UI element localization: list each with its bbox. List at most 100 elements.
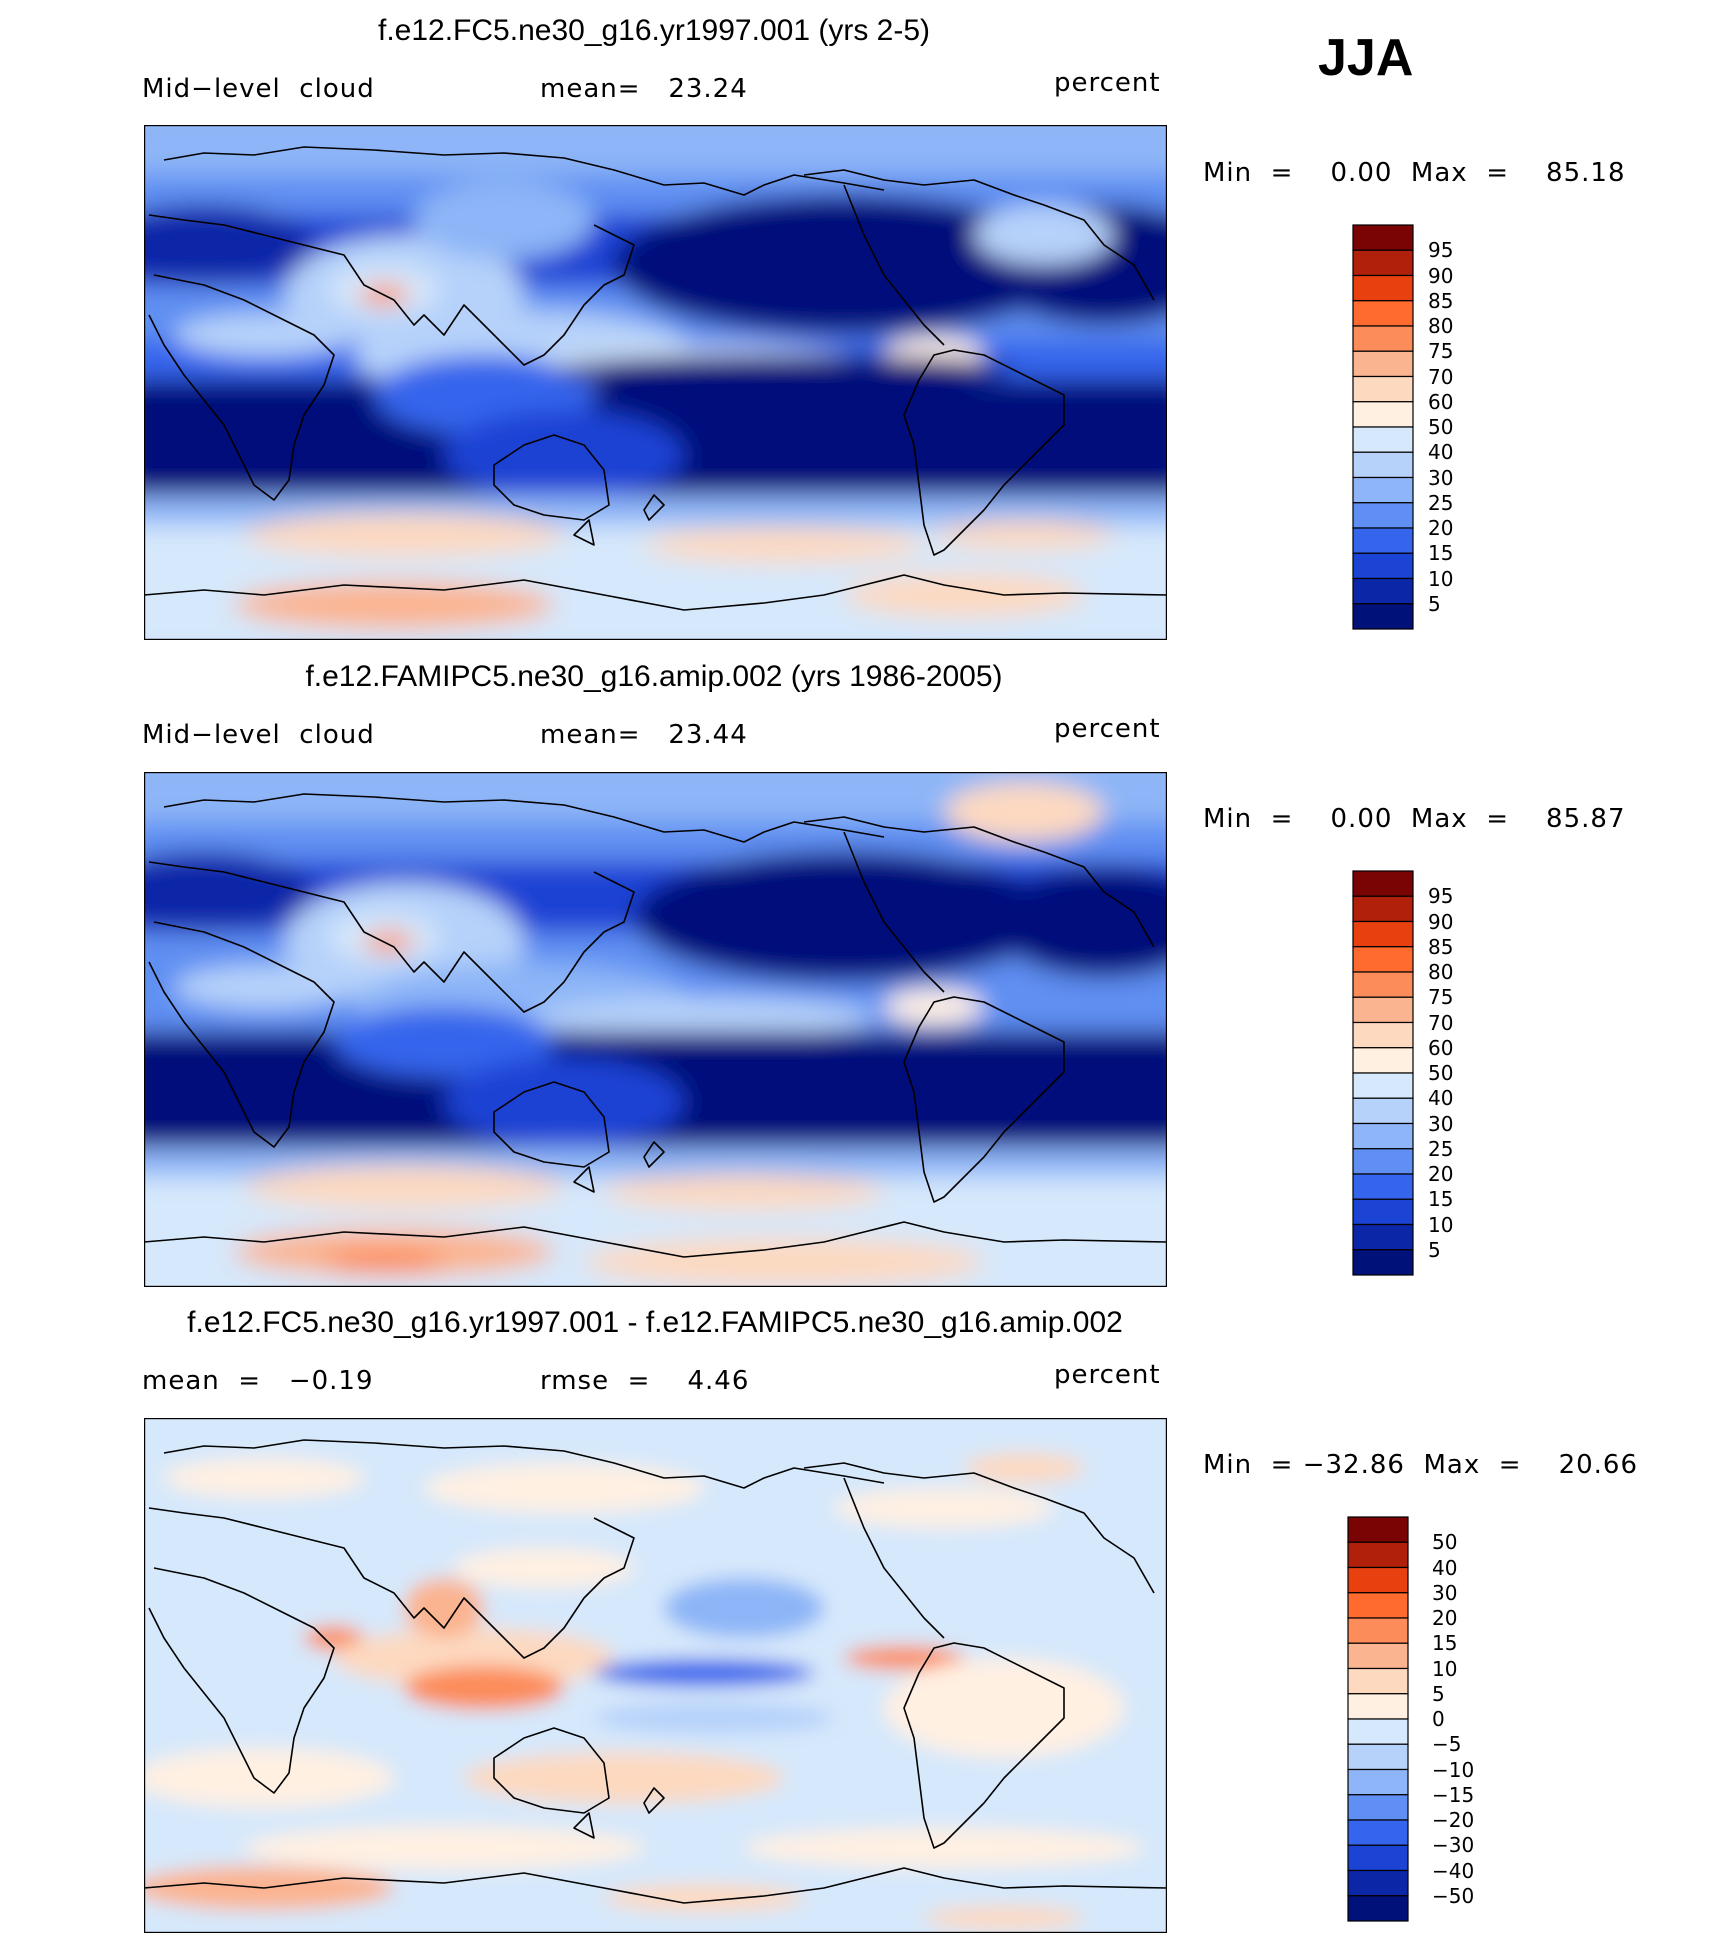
panel-1-units-label: percent	[1054, 68, 1161, 98]
colorbar-swatch	[1352, 1047, 1414, 1074]
colorbar-tick-label: 5	[1428, 1237, 1441, 1262]
colorbar-swatch	[1352, 350, 1414, 378]
panel-2-units-label: percent	[1054, 714, 1161, 744]
colorbar-swatch	[1352, 426, 1414, 453]
panel-3-units-label: percent	[1054, 1360, 1161, 1390]
colorbar-swatch	[1352, 1198, 1414, 1226]
colorbar-tick-label: 95	[1428, 884, 1454, 909]
colorbar-tick-label: 15	[1432, 1631, 1458, 1656]
colorbar-tick-label: 70	[1428, 1010, 1454, 1035]
colorbar-tick-label: −50	[1432, 1883, 1475, 1908]
panel-2-minmax: Min = 0.00 Max = 85.87	[1203, 804, 1626, 834]
colorbar-swatch	[1347, 1768, 1409, 1796]
colorbar-tick-label: 20	[1428, 1162, 1454, 1186]
colorbar-swatch	[1352, 224, 1414, 251]
colorbar-swatch	[1347, 1592, 1409, 1619]
colorbar-tick-label: 0	[1432, 1707, 1445, 1731]
panel-2-map	[144, 772, 1167, 1287]
colorbar-swatch	[1352, 476, 1414, 504]
colorbar-tick-label: 25	[1428, 1136, 1454, 1161]
colorbar-swatch	[1352, 401, 1414, 428]
panel-3-map	[144, 1418, 1167, 1933]
colorbar-swatch	[1352, 274, 1414, 302]
colorbar-tick-label: 75	[1428, 339, 1454, 364]
colorbar-swatch	[1347, 1693, 1409, 1720]
panel-3-title: f.e12.FC5.ne30_g16.yr1997.001 - f.e12.FA…	[187, 1306, 1123, 1339]
colorbar-tick-label: 80	[1428, 960, 1454, 984]
panel-1-colorbar	[1352, 224, 1414, 630]
colorbar-swatch	[1352, 577, 1414, 605]
colorbar-tick-label: 10	[1428, 566, 1454, 591]
colorbar-swatch	[1352, 1173, 1414, 1200]
colorbar-swatch	[1347, 1819, 1409, 1846]
colorbar-tick-label: 50	[1432, 1530, 1458, 1555]
panel-1-minmax: Min = 0.00 Max = 85.18	[1203, 158, 1626, 188]
colorbar-tick-label: −15	[1432, 1782, 1475, 1807]
colorbar-tick-label: 85	[1428, 288, 1454, 313]
colorbar-tick-label: 80	[1428, 314, 1454, 338]
colorbar-tick-label: −40	[1432, 1858, 1475, 1883]
colorbar-tick-label: −20	[1432, 1808, 1475, 1832]
colorbar-tick-label: 10	[1432, 1656, 1458, 1681]
colorbar-swatch	[1352, 1223, 1414, 1251]
panel-1-map	[144, 125, 1167, 640]
colorbar-tick-label: −5	[1432, 1732, 1462, 1757]
colorbar-swatch	[1352, 1072, 1414, 1099]
colorbar-swatch	[1352, 971, 1414, 998]
colorbar-swatch	[1352, 375, 1414, 403]
panel-2-variable-label: Mid−level cloud	[142, 720, 375, 750]
colorbar-swatch	[1352, 249, 1414, 277]
colorbar-tick-label: 95	[1428, 238, 1454, 263]
colorbar-swatch	[1347, 1743, 1409, 1771]
colorbar-tick-label: 90	[1428, 263, 1454, 288]
colorbar-tick-label: 10	[1428, 1212, 1454, 1237]
colorbar-swatch	[1352, 325, 1414, 352]
panel-1-title: f.e12.FC5.ne30_g16.yr1997.001 (yrs 2-5)	[378, 14, 930, 47]
colorbar-swatch	[1352, 1122, 1414, 1150]
colorbar-tick-label: 60	[1428, 1035, 1454, 1060]
colorbar-tick-label: 30	[1432, 1580, 1458, 1605]
panel-3-rmse-label: rmse = 4.46	[540, 1366, 750, 1396]
colorbar-tick-label: 70	[1428, 364, 1454, 389]
panel-2-title: f.e12.FAMIPC5.ne30_g16.amip.002 (yrs 198…	[305, 660, 1003, 693]
colorbar-swatch	[1352, 996, 1414, 1024]
colorbar-swatch	[1347, 1869, 1409, 1897]
colorbar-swatch	[1347, 1844, 1409, 1872]
colorbar-swatch	[1347, 1642, 1409, 1670]
colorbar-swatch	[1352, 552, 1414, 580]
colorbar-tick-label: 30	[1428, 465, 1454, 490]
colorbar-tick-label: 85	[1428, 934, 1454, 959]
panel-1-mean-label: mean= 23.24	[540, 74, 748, 104]
colorbar-swatch	[1347, 1794, 1409, 1821]
panel-1-colorbar-labels: 95 90 85 80 75 70 60 50 40 30 25 20 15 10 5	[1428, 224, 1508, 630]
colorbar-swatch	[1352, 502, 1414, 529]
colorbar-tick-label: 75	[1428, 985, 1454, 1010]
colorbar-swatch	[1352, 1249, 1414, 1276]
colorbar-swatch	[1347, 1566, 1409, 1594]
colorbar-swatch	[1352, 946, 1414, 973]
colorbar-tick-label: 40	[1428, 1086, 1454, 1111]
colorbar-tick-label: 25	[1428, 490, 1454, 515]
colorbar-tick-label: 5	[1428, 591, 1441, 616]
colorbar-swatch	[1347, 1541, 1409, 1569]
colorbar-tick-label: 20	[1428, 516, 1454, 540]
colorbar-swatch	[1352, 920, 1414, 948]
colorbar-swatch	[1352, 300, 1414, 327]
colorbar-tick-label: 15	[1428, 1187, 1454, 1212]
panel-2-colorbar	[1352, 870, 1414, 1276]
panel-1-variable-label: Mid−level cloud	[142, 74, 375, 104]
colorbar-tick-label: 60	[1428, 389, 1454, 414]
panel-3-colorbar-labels: 50 40 30 20 15 10 5 0 −5 −10 −15 −20 −30 −40 −50	[1432, 1516, 1522, 1922]
colorbar-tick-label: 30	[1428, 1111, 1454, 1136]
colorbar-tick-label: −10	[1432, 1757, 1475, 1782]
panel-2-colorbar-labels: 95 90 85 80 75 70 60 50 40 30 25 20 15 10 5	[1428, 870, 1508, 1276]
colorbar-swatch	[1347, 1718, 1409, 1745]
colorbar-swatch	[1352, 1097, 1414, 1125]
colorbar-tick-label: 15	[1428, 541, 1454, 566]
colorbar-tick-label: 5	[1432, 1681, 1445, 1706]
colorbar-tick-label: 50	[1428, 1061, 1454, 1085]
colorbar-tick-label: 40	[1432, 1555, 1458, 1580]
season-label: JJA	[1318, 29, 1414, 87]
colorbar-tick-label: 40	[1428, 440, 1454, 465]
colorbar-tick-label: 20	[1432, 1606, 1458, 1630]
